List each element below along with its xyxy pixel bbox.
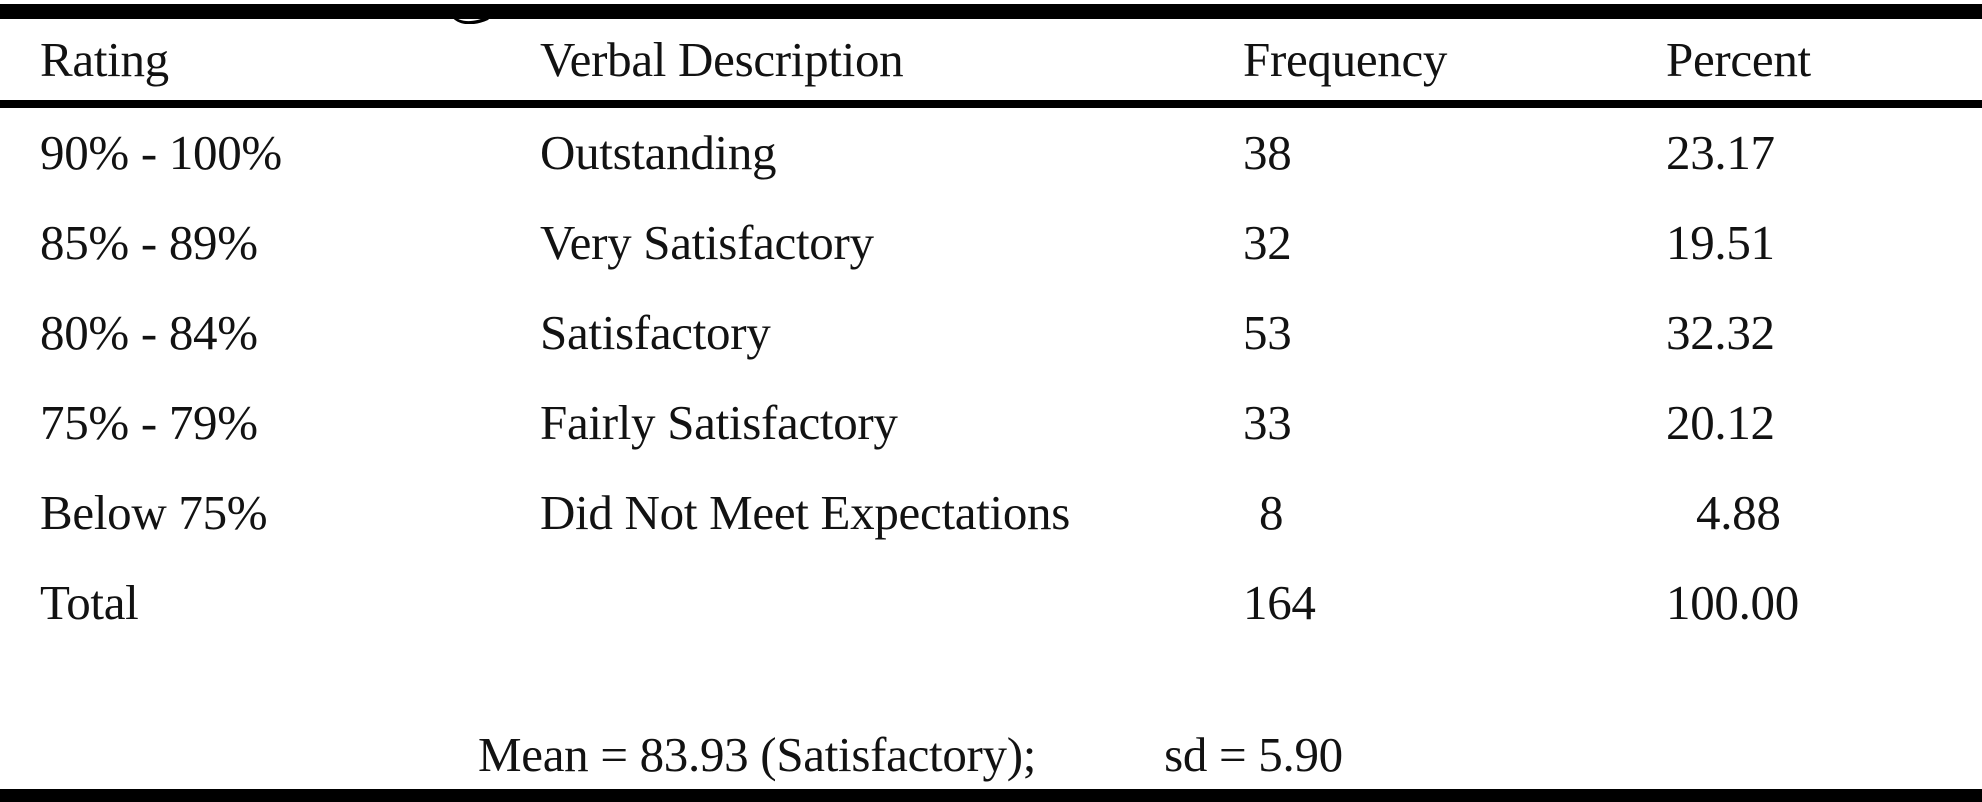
rating-cell: Below 75% <box>40 484 268 540</box>
top-rule <box>0 4 1982 19</box>
column-header-rating: Rating <box>40 32 169 87</box>
percent-cell: 32.32 <box>1666 304 1775 360</box>
table-row: 75% - 79% Fairly Satisfactory 33 20.12 <box>0 377 1982 467</box>
rating-cell: 75% - 79% <box>40 394 258 450</box>
table-body: 90% - 100% Outstanding 38 23.17 85% - 89… <box>0 107 1982 647</box>
table-header-row: Rating Verbal Description Frequency Perc… <box>0 19 1982 100</box>
frequency-cell: 38 <box>1243 124 1292 180</box>
table-row: 90% - 100% Outstanding 38 23.17 <box>0 107 1982 197</box>
column-header-frequency: Frequency <box>1243 32 1448 87</box>
column-header-description: Verbal Description <box>540 32 904 87</box>
table-row: 80% - 84% Satisfactory 53 32.32 <box>0 287 1982 377</box>
sd-statistic: sd = 5.90 <box>1164 726 1343 782</box>
column-header-percent: Percent <box>1666 32 1811 87</box>
cropped-title-descender <box>452 14 494 24</box>
percent-cell: 100.00 <box>1666 574 1799 630</box>
table-row: Below 75% Did Not Meet Expectations 8 4.… <box>0 467 1982 557</box>
percent-cell: 4.88 <box>1696 484 1781 540</box>
frequency-cell: 33 <box>1243 394 1292 450</box>
rating-cell: 85% - 89% <box>40 214 258 270</box>
table-row: 85% - 89% Very Satisfactory 32 19.51 <box>0 197 1982 287</box>
description-cell: Fairly Satisfactory <box>540 394 898 450</box>
table-row-total: Total 164 100.00 <box>0 557 1982 647</box>
mean-statistic: Mean = 83.93 (Satisfactory); <box>478 726 1037 782</box>
percent-cell: 20.12 <box>1666 394 1775 450</box>
rating-cell: 90% - 100% <box>40 124 282 180</box>
frequency-cell: 32 <box>1243 214 1292 270</box>
description-cell: Did Not Meet Expectations <box>540 484 1071 540</box>
percent-cell: 23.17 <box>1666 124 1775 180</box>
description-cell: Outstanding <box>540 124 777 180</box>
rating-cell: Total <box>40 574 139 630</box>
frequency-cell: 164 <box>1243 574 1316 630</box>
frequency-cell: 8 <box>1259 484 1284 540</box>
summary-row: Mean = 83.93 (Satisfactory); sd = 5.90 <box>478 712 1343 796</box>
percent-cell: 19.51 <box>1666 214 1775 270</box>
header-rule <box>0 100 1982 108</box>
rating-cell: 80% - 84% <box>40 304 258 360</box>
description-cell: Satisfactory <box>540 304 771 360</box>
frequency-cell: 53 <box>1243 304 1292 360</box>
bottom-rule <box>0 789 1982 802</box>
description-cell: Very Satisfactory <box>540 214 874 270</box>
